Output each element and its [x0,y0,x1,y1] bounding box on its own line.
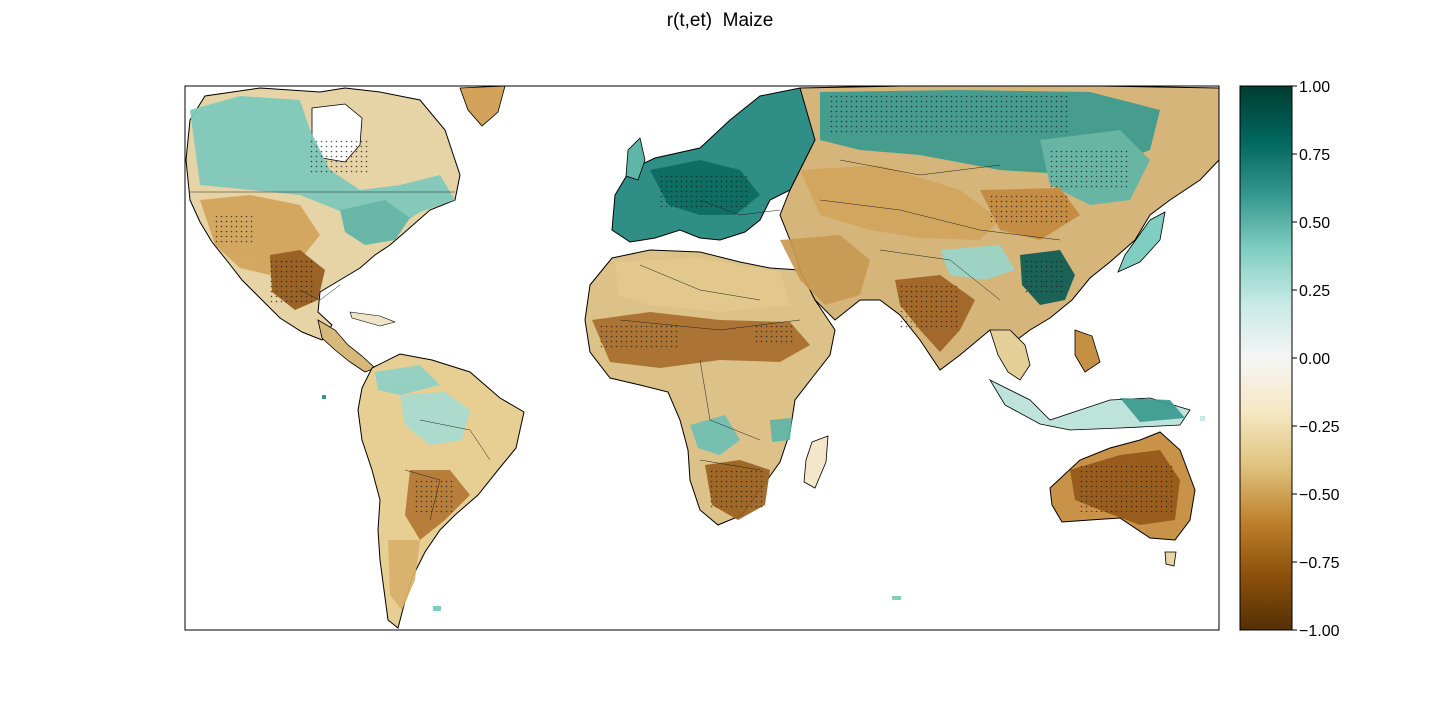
colorbar-tick-label: 1.00 [1299,79,1330,96]
region-patagonia [388,540,420,610]
colorbar-tick-label: −0.75 [1299,555,1340,572]
figure-title: r(t,et) Maize [666,10,774,31]
region-central-asia [800,165,1000,240]
region-new-guinea [1120,398,1185,422]
region-venezuela [375,365,440,395]
colorbar-tick-label: 0.25 [1299,283,1330,300]
country-borders [190,159,1061,521]
map-frame [184,85,1220,631]
island-galapagos [322,395,326,399]
land-southeast-asia [989,329,1031,381]
region-middle-east [780,235,870,305]
island-pacific [1200,416,1205,421]
land-caribbean [349,311,396,327]
region-eastern-usa [340,200,410,245]
colorbar-tick-label: 0.00 [1299,351,1330,368]
region-amazon [400,392,470,445]
island-kerguelen [892,596,901,600]
colorbar-tick-label: 0.50 [1299,215,1330,232]
region-east-africa [770,418,792,442]
land-philippines [1074,329,1101,373]
colorbar-tick-label: −0.25 [1299,419,1340,436]
land-central-america [317,319,376,373]
land-uk [625,137,646,181]
colorbar-tick-label: −1.00 [1299,623,1340,640]
map-panel [184,85,1220,631]
significance-stippling [215,95,1175,515]
colorbar-ticks: 1.00 0.75 0.50 0.25 0.00 −0.25 −0.50 −0.75 −1.00 [1292,79,1340,640]
colorbar-tick-label: −0.50 [1299,487,1340,504]
colorbar-tick-label: 0.75 [1299,147,1330,164]
land-layer [185,86,1219,629]
region-sahara [615,258,790,312]
region-central-africa [690,415,740,455]
region-tibet [940,245,1015,280]
island-falklands [433,606,441,611]
colorbar: 1.00 0.75 0.50 0.25 0.00 −0.25 −0.50 −0.75 −1.00 [1239,79,1340,640]
land-japan [1117,211,1166,273]
land-madagascar [803,435,829,489]
land-tasmania [1164,551,1177,567]
colorbar-fill [1240,86,1292,630]
